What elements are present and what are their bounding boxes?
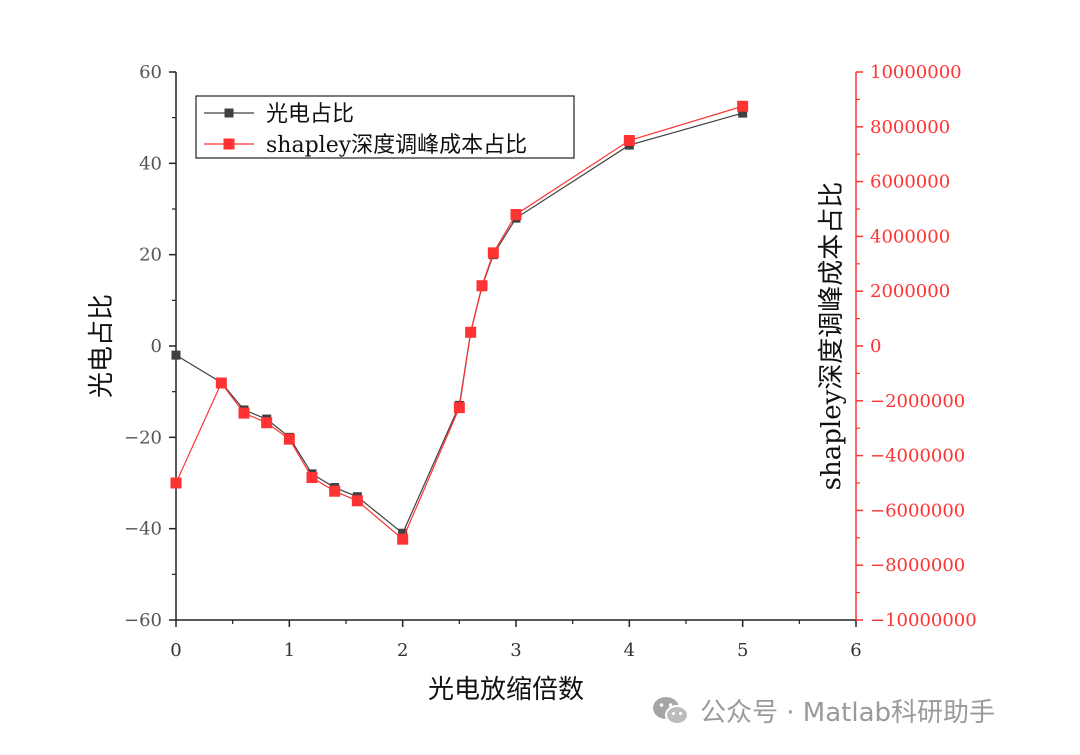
data-point-s2 bbox=[329, 485, 341, 497]
data-point-s2 bbox=[283, 433, 295, 445]
data-point-s2 bbox=[261, 417, 273, 429]
data-point-s1 bbox=[738, 108, 748, 118]
y2-tick-label: 10000000 bbox=[870, 62, 962, 83]
legend-marker-1 bbox=[224, 108, 234, 118]
y-tick-label: 40 bbox=[139, 153, 162, 174]
legend-label-2: shapley深度调峰成本占比 bbox=[266, 133, 527, 158]
x-tick-label: 5 bbox=[737, 640, 748, 661]
y-tick-label: −40 bbox=[124, 519, 162, 540]
data-point-s2 bbox=[238, 407, 250, 419]
x-tick-label: 2 bbox=[397, 640, 408, 661]
data-point-s2 bbox=[397, 533, 409, 545]
data-point-s2 bbox=[306, 472, 318, 484]
data-point-s1 bbox=[398, 528, 408, 538]
data-point-s2 bbox=[351, 495, 363, 507]
y2-tick-label: −10000000 bbox=[870, 610, 977, 631]
y-tick-label: 20 bbox=[139, 245, 162, 266]
y-tick-label: −20 bbox=[124, 427, 162, 448]
x-tick-label: 4 bbox=[624, 640, 635, 661]
data-point-s2 bbox=[453, 402, 465, 414]
y2-tick-label: 2000000 bbox=[870, 281, 950, 302]
y2-tick-label: 8000000 bbox=[870, 117, 950, 138]
wechat-icon bbox=[653, 696, 689, 725]
data-point-s2 bbox=[170, 477, 182, 489]
y-tick-label: −60 bbox=[124, 610, 162, 631]
legend-box bbox=[195, 95, 575, 159]
series-line-2 bbox=[175, 105, 743, 541]
x-tick-label: 0 bbox=[170, 640, 181, 661]
x-axis-title: 光电放缩倍数 bbox=[428, 675, 584, 705]
x-tick-label: 3 bbox=[510, 640, 521, 661]
data-point-s2 bbox=[465, 326, 477, 338]
y-tick-label: 0 bbox=[151, 336, 162, 357]
data-point-s2 bbox=[623, 135, 635, 146]
y2-tick-label: −4000000 bbox=[870, 446, 965, 467]
watermark: 公众号 · Matlab科研助手 bbox=[652, 692, 995, 729]
data-point-s2 bbox=[737, 100, 749, 112]
y2-tick-label: 6000000 bbox=[870, 172, 950, 193]
series-line-1 bbox=[175, 112, 743, 535]
data-point-s1 bbox=[171, 350, 181, 360]
x-tick-label: 1 bbox=[284, 640, 295, 661]
watermark-text: 公众号 · Matlab科研助手 bbox=[700, 698, 996, 728]
data-point-s2 bbox=[476, 280, 488, 292]
data-point-s2 bbox=[215, 377, 227, 389]
data-point-s2 bbox=[510, 208, 522, 220]
legend-marker-2 bbox=[223, 138, 235, 150]
y-axis-title: 光电占比 bbox=[87, 294, 117, 398]
y2-tick-label: 0 bbox=[870, 336, 881, 357]
y2-axis-title: shapley深度调峰成本占比 bbox=[817, 182, 847, 491]
y2-tick-label: −2000000 bbox=[870, 391, 965, 412]
y2-tick-label: −6000000 bbox=[870, 500, 965, 521]
y2-tick-label: 4000000 bbox=[870, 226, 950, 247]
legend-label-1: 光电占比 bbox=[266, 102, 354, 127]
x-tick-label: 6 bbox=[850, 640, 861, 661]
y2-tick-label: −8000000 bbox=[870, 555, 965, 576]
data-point-s2 bbox=[487, 247, 499, 259]
y-tick-label: 60 bbox=[139, 62, 162, 83]
